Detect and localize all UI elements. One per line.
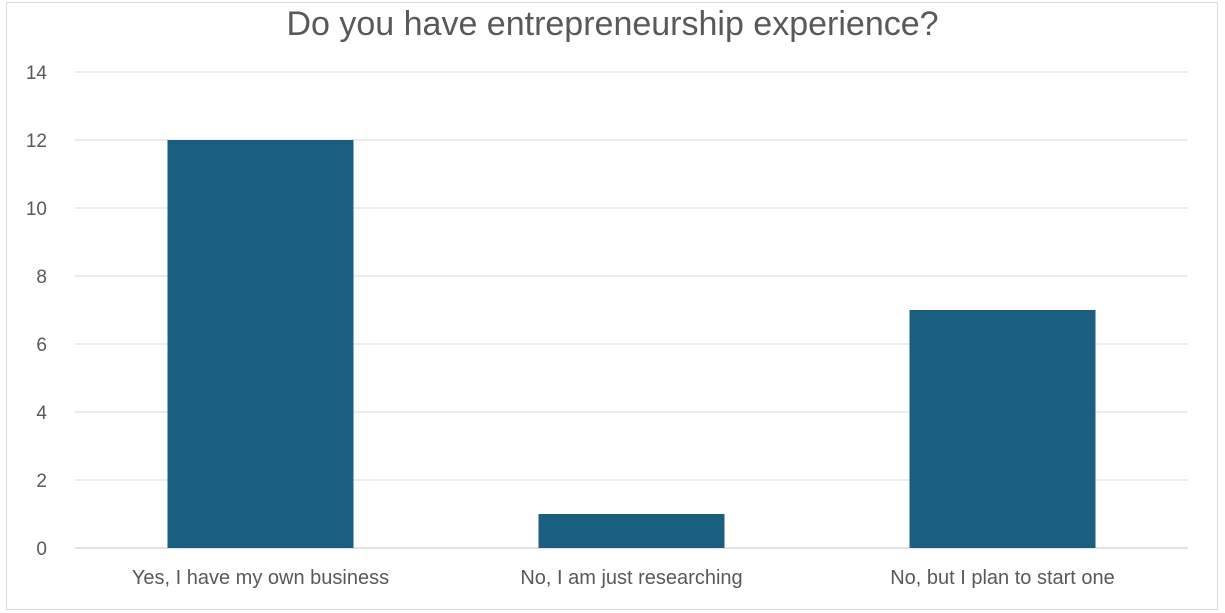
- y-tick-label: 6: [36, 335, 47, 356]
- x-category-label: Yes, I have my own business: [132, 567, 389, 589]
- bar-2: [538, 514, 725, 548]
- y-tick-label: 2: [36, 471, 47, 492]
- x-category-label: No, I am just researching: [520, 567, 742, 589]
- x-axis-labels: Yes, I have my own business No, I am just…: [132, 567, 1115, 589]
- bar-3: [909, 310, 1096, 548]
- y-tick-label: 10: [26, 199, 47, 220]
- y-tick-label: 8: [36, 267, 47, 288]
- y-axis-ticks: 0 2 4 6 8 10 12 14: [26, 63, 48, 560]
- y-tick-label: 4: [36, 403, 47, 424]
- chart-title: Do you have entrepreneurship experience?: [286, 5, 939, 43]
- y-tick-label: 14: [26, 63, 48, 84]
- bar-1: [167, 140, 354, 548]
- bars: [167, 140, 1096, 548]
- y-tick-label: 12: [26, 131, 47, 152]
- y-tick-label: 0: [36, 539, 47, 560]
- x-category-label: No, but I plan to start one: [890, 567, 1115, 589]
